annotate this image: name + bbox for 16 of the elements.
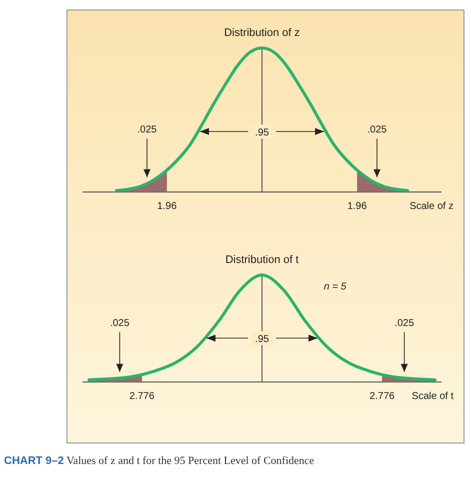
x-axis-title: Scale of t xyxy=(412,391,454,402)
x-tick-label: 1.96 xyxy=(347,201,368,212)
annotation: .95 xyxy=(255,334,270,346)
annotation: .025 xyxy=(367,124,388,136)
x-tick-label: 2.776 xyxy=(129,391,155,402)
x-tick-label: 2.776 xyxy=(370,391,396,402)
chart-title: Distribution of t xyxy=(225,254,299,266)
annotation: .025 xyxy=(137,124,158,136)
chart-title: Distribution of z xyxy=(224,27,300,39)
annotation: n = 5 xyxy=(324,282,347,293)
annotation: .025 xyxy=(394,318,414,330)
x-tick-label: 1.96 xyxy=(157,201,178,212)
annotation: .025 xyxy=(110,318,130,330)
x-axis-title: Scale of z xyxy=(410,201,454,212)
caption: CHART 9–2 Values of z and t for the 95 Percent Level of Confidence xyxy=(4,455,314,467)
annotation: .95 xyxy=(255,128,270,139)
